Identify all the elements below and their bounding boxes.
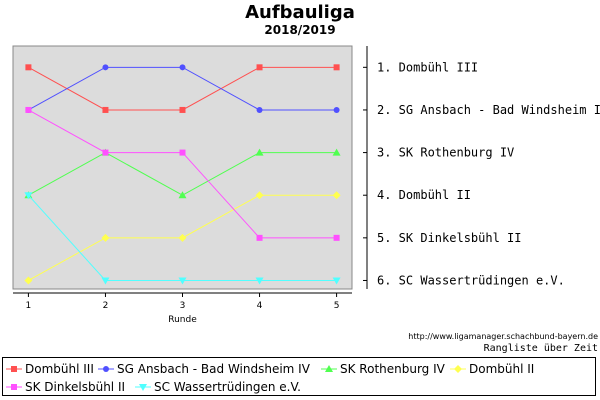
rank-label-4: 4. Dombühl II [377, 188, 471, 202]
legend-item: Dombühl III [6, 361, 94, 377]
marker [255, 148, 264, 156]
marker [11, 384, 17, 390]
marker [454, 365, 462, 373]
marker [102, 149, 109, 156]
chart-title: Aufbauliga [245, 2, 355, 23]
rank-chart: 1. Dombühl III 2. SG Ansbach - Bad Windsh… [12, 45, 600, 325]
x-tick-label-2: 2 [103, 301, 109, 311]
marker [179, 64, 186, 71]
marker [332, 191, 341, 200]
marker [139, 384, 147, 391]
marker [179, 106, 186, 113]
legend-swatch-icon [450, 365, 466, 373]
legend-item: SK Dinkelsbühl II [6, 379, 125, 395]
plot-area [12, 45, 353, 290]
marker [103, 366, 109, 372]
marker [25, 64, 32, 71]
marker [178, 277, 187, 285]
legend-item: Dombühl II [450, 361, 534, 377]
legend-swatch-icon [98, 366, 114, 372]
chart-caption: Rangliste über Zeit [483, 343, 598, 354]
rank-label-1: 1. Dombühl III [377, 60, 478, 74]
marker [255, 191, 264, 200]
chart-subtitle: 2018/2019 [264, 23, 336, 37]
legend-label: SC Wassertrüdingen e.V. [154, 380, 301, 394]
legend: Dombühl III SG Ansbach - Bad Windsheim IV… [2, 357, 596, 396]
x-tick-label-4: 4 [257, 301, 263, 311]
marker [325, 365, 333, 372]
marker [24, 276, 33, 285]
marker [332, 277, 341, 285]
legend-item: SG Ansbach - Bad Windsheim IV [98, 361, 310, 377]
legend-swatch-icon [321, 365, 337, 372]
legend-label: SK Rothenburg IV [340, 362, 445, 376]
marker [256, 64, 263, 71]
x-axis-title: Runde [168, 315, 197, 325]
legend-swatch-icon [135, 384, 151, 391]
marker [179, 149, 186, 156]
rank-label-6: 6. SC Wassertrüdingen e.V. [377, 273, 565, 287]
series-1 [25, 64, 340, 113]
marker [101, 277, 110, 285]
x-tick-label-1: 1 [26, 301, 32, 311]
legend-label: SK Dinkelsbühl II [25, 380, 126, 394]
marker [333, 106, 340, 113]
marker [178, 191, 187, 199]
series-5 [25, 106, 340, 241]
marker [255, 277, 264, 285]
marker [332, 148, 341, 156]
legend-item: SK Rothenburg IV [321, 361, 445, 377]
marker [333, 234, 340, 241]
marker [11, 366, 17, 372]
marker [101, 233, 110, 242]
legend-label: Dombühl II [469, 362, 535, 376]
marker [333, 64, 340, 71]
source-url[interactable]: http://www.ligamanager.schachbund-bayern… [408, 332, 598, 341]
legend-swatch-icon [6, 384, 22, 390]
legend-label: SG Ansbach - Bad Windsheim IV [117, 362, 310, 376]
rank-label-2: 2. SG Ansbach - Bad Windsheim IV [377, 103, 600, 117]
rank-label-5: 5. SK Dinkelsbühl II [377, 231, 522, 245]
x-tick-label-3: 3 [180, 301, 186, 311]
marker [256, 106, 263, 113]
legend-item: SC Wassertrüdingen e.V. [135, 379, 301, 395]
marker [25, 106, 32, 113]
marker [178, 233, 187, 242]
marker [102, 64, 109, 71]
marker [256, 234, 263, 241]
series-6 [24, 192, 341, 285]
marker [24, 192, 33, 200]
legend-label: Dombühl III [25, 362, 94, 376]
x-tick-label-5: 5 [334, 301, 340, 311]
rank-label-3: 3. SK Rothenburg IV [377, 146, 514, 160]
legend-swatch-icon [6, 366, 22, 372]
marker [102, 106, 109, 113]
